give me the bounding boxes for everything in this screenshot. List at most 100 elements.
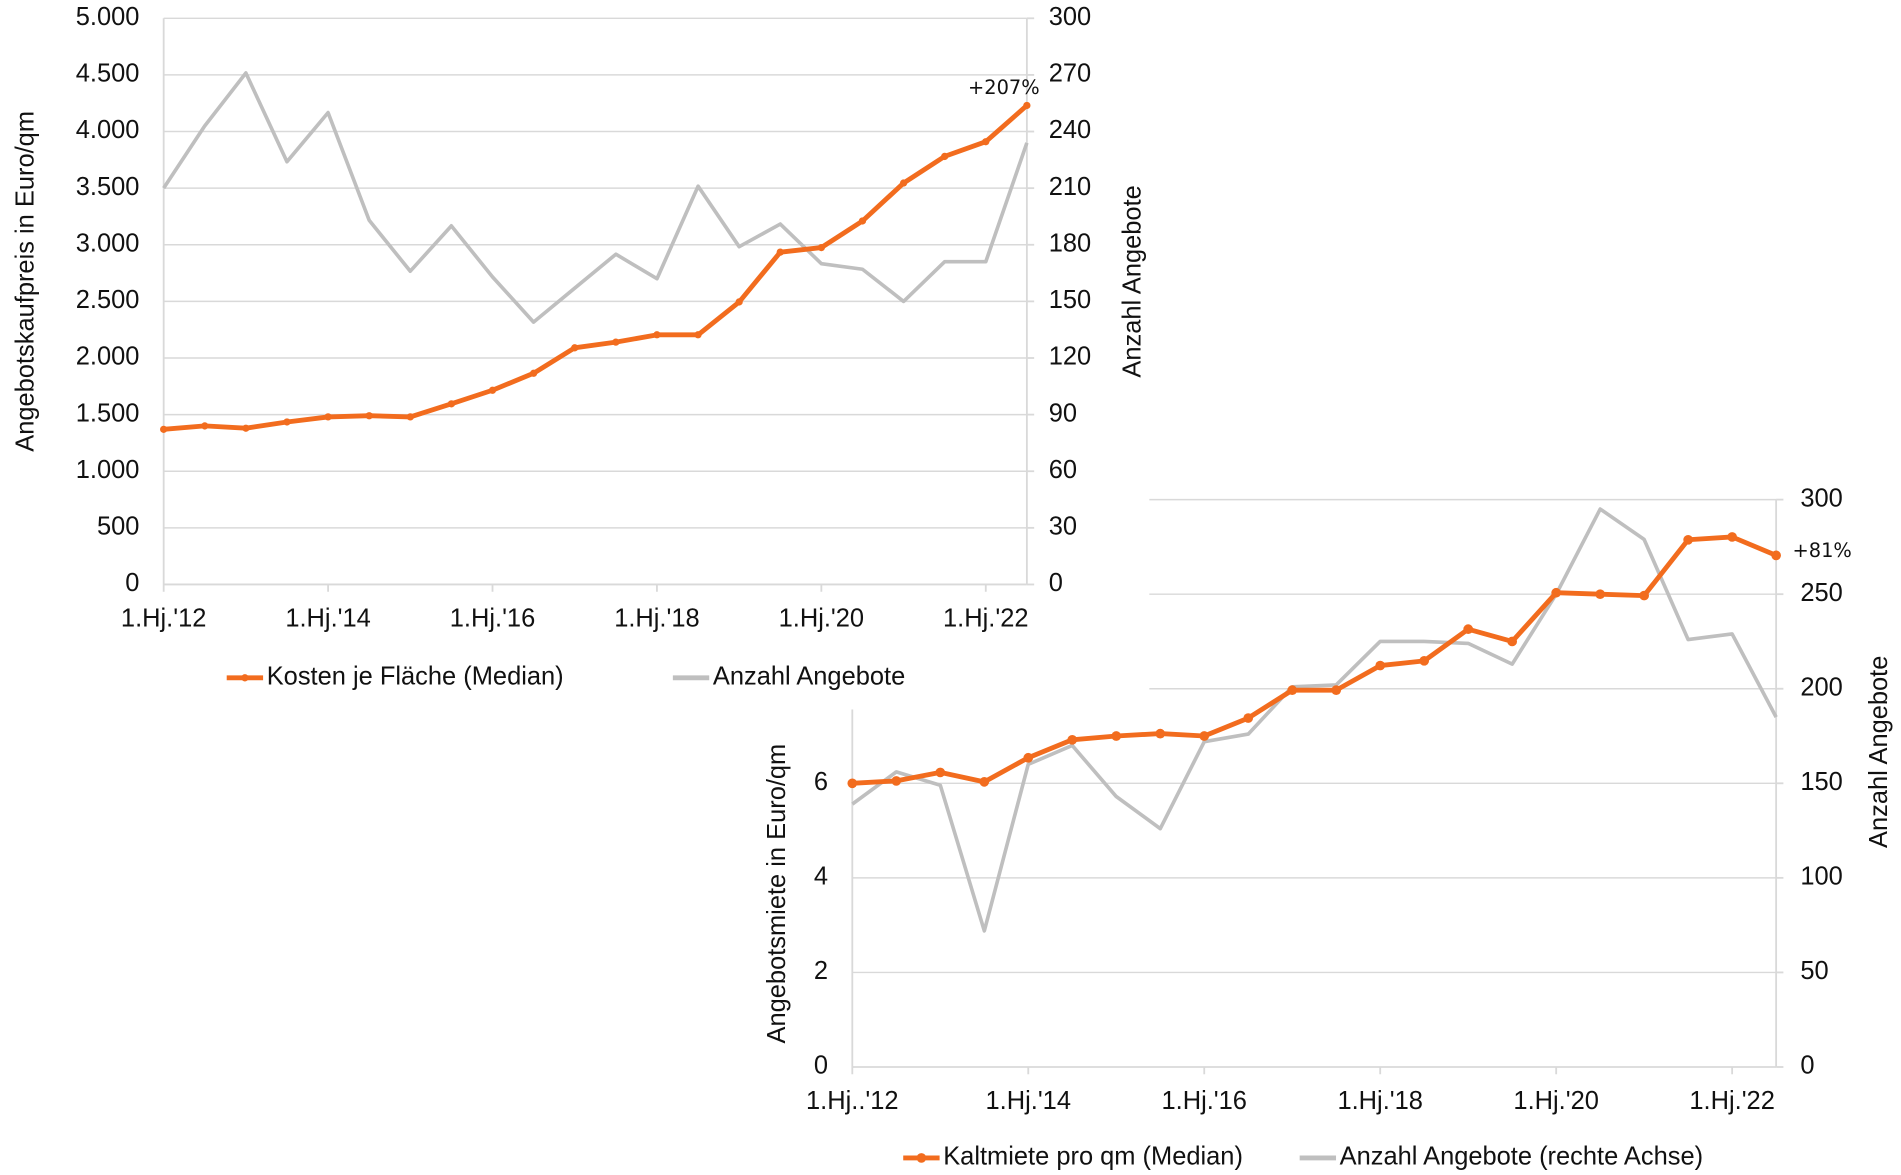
y2-tick-label: 250 <box>1800 579 1842 607</box>
x-tick-label: 1.Hj.'14 <box>986 1087 1071 1115</box>
data-point <box>1419 655 1430 666</box>
legend-marker <box>241 674 249 682</box>
legend-label: Anzahl Angebote (rechte Achse) <box>1340 1143 1703 1171</box>
data-point <box>935 767 946 778</box>
y2-tick-label: 200 <box>1800 673 1842 701</box>
legend-label: Kaltmiete pro qm (Median) <box>943 1143 1243 1171</box>
data-point <box>1023 101 1031 110</box>
y-tick-label: 2.500 <box>76 286 140 314</box>
y-tick-label: 3.000 <box>76 229 140 257</box>
data-point <box>979 777 990 787</box>
y-axis-title: Angebotskaufpreis in Euro/qm <box>11 111 39 452</box>
chart-1: 0 500 1.000 1.500 2.000 2.500 3.000 3.500 4.000 4… <box>0 0 1150 710</box>
x-tick-label: 1.Hj.'14 <box>285 604 370 632</box>
data-point <box>1287 685 1298 696</box>
y-tick-label: 500 <box>97 513 139 541</box>
y2-tick-label: 100 <box>1800 863 1842 891</box>
data-point <box>1331 685 1342 696</box>
y2-axis-title: Anzahl Angebote <box>1118 185 1146 377</box>
y2-tick-label: 150 <box>1800 768 1842 796</box>
data-point <box>847 778 858 789</box>
x-tick-label: 1.Hj.'16 <box>1161 1087 1246 1115</box>
y-tick-label: 2 <box>814 957 828 985</box>
x-tick-label: 1.Hj..'12 <box>806 1087 899 1115</box>
legend-label: Kosten je Fläche (Median) <box>267 663 564 691</box>
series-line <box>163 103 1029 432</box>
data-point <box>1507 636 1518 647</box>
annotation: +81% <box>1793 539 1852 562</box>
data-point <box>735 298 743 306</box>
data-point <box>283 418 291 426</box>
y2-axis-title: Anzahl Angebote <box>1865 656 1893 848</box>
data-point <box>529 369 538 377</box>
x-tick-label: 1.Hj.'22 <box>1689 1087 1774 1115</box>
y2-tick-label: 120 <box>1049 343 1091 371</box>
y-tick-label: 3.500 <box>76 173 140 201</box>
y-tick-label: 5.000 <box>76 3 140 31</box>
y-tick-label: 4.000 <box>76 116 140 144</box>
data-point <box>1111 731 1122 741</box>
data-point <box>571 344 579 352</box>
x-tick-label: 1.Hj.'12 <box>121 604 206 632</box>
data-point <box>1199 731 1210 741</box>
y-axis-title: Angebotsmiete in Euro/qm <box>763 744 791 1044</box>
y2-tick-label: 210 <box>1049 173 1091 201</box>
data-point <box>899 179 908 187</box>
data-point <box>324 413 332 421</box>
series-line <box>852 534 1778 786</box>
x-tick-label: 1.Hj.'22 <box>943 604 1028 632</box>
data-point <box>1463 624 1474 635</box>
data-point <box>653 331 661 339</box>
y2-tick-label: 300 <box>1049 3 1091 31</box>
data-point <box>1727 532 1737 542</box>
data-point <box>1067 734 1078 745</box>
data-point <box>1639 590 1649 601</box>
y-tick-label: 1.500 <box>76 399 140 427</box>
series-line <box>162 71 1029 324</box>
y-tick-label: 1.000 <box>76 456 140 484</box>
y2-tick-label: 270 <box>1049 60 1091 88</box>
y-tick-label: 0 <box>814 1052 828 1080</box>
x-tick-label: 1.Hj.'20 <box>779 604 864 632</box>
data-point <box>242 424 250 432</box>
data-point <box>1595 589 1606 600</box>
y-tick-label: 4.500 <box>76 60 140 88</box>
series-line <box>851 507 1778 933</box>
y-tick-label: 6 <box>814 768 828 796</box>
data-point <box>694 331 702 339</box>
data-point <box>1243 713 1254 723</box>
y2-tick-label: 50 <box>1800 957 1828 985</box>
legend-label: Anzahl Angebote <box>713 663 905 691</box>
data-point <box>891 776 902 786</box>
y2-tick-label: 0 <box>1049 569 1063 597</box>
data-point <box>488 386 497 394</box>
data-point <box>817 243 825 252</box>
y-tick-label: 4 <box>814 863 828 891</box>
y-tick-label: 0 <box>125 569 139 597</box>
y2-tick-label: 90 <box>1049 399 1077 427</box>
data-point <box>1771 550 1781 561</box>
data-point <box>776 248 784 256</box>
legend-marker <box>916 1153 927 1163</box>
x-tick-label: 1.Hj.'20 <box>1513 1087 1598 1115</box>
y-tick-label: 2.000 <box>76 343 140 371</box>
data-point <box>1023 752 1034 763</box>
y2-tick-label: 0 <box>1800 1052 1814 1080</box>
data-point <box>941 152 949 161</box>
data-point <box>858 217 867 225</box>
x-tick-label: 1.Hj.'18 <box>614 604 699 632</box>
data-point <box>1551 587 1562 598</box>
annotation: +207% <box>968 76 1040 99</box>
data-point <box>1375 660 1386 671</box>
y2-tick-label: 180 <box>1049 229 1091 257</box>
data-point <box>406 413 414 421</box>
data-point <box>982 138 990 146</box>
data-point <box>447 400 456 408</box>
y2-tick-label: 240 <box>1049 116 1091 144</box>
data-point <box>612 338 620 346</box>
data-point <box>160 425 168 433</box>
chart-background <box>0 0 1150 710</box>
y2-tick-label: 60 <box>1049 456 1077 484</box>
data-point <box>365 412 373 420</box>
